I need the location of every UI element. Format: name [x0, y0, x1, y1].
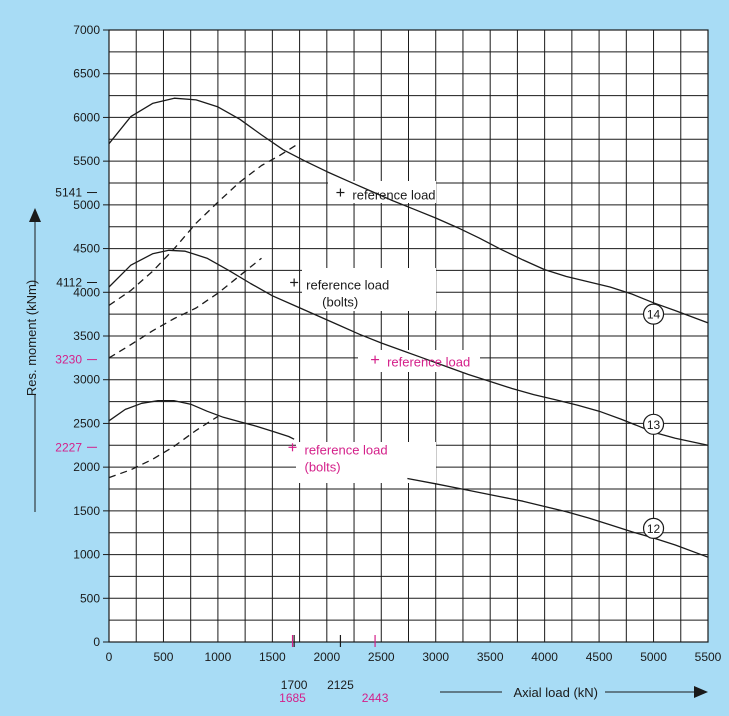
x-tick-label: 4000: [531, 650, 558, 664]
annotation-mask: [328, 181, 436, 203]
reference-point-label: reference load: [306, 277, 389, 292]
y-tick-label: 6500: [73, 67, 100, 81]
y-reference-label: 5141: [55, 186, 82, 200]
x-reference-label: 1685: [279, 691, 306, 705]
x-tick-label: 1000: [205, 650, 232, 664]
curve-labels: 14 13 12: [642, 303, 665, 539]
x-tick-label: 1500: [259, 650, 286, 664]
x-axis-label: Axial load (kN): [513, 685, 598, 700]
y-tick-label: 4000: [73, 285, 100, 299]
x-tick-label: 3000: [422, 650, 449, 664]
x-tick-label: 2500: [368, 650, 395, 664]
y-tick-label: 1000: [73, 548, 100, 562]
x-reference-label: 2125: [327, 678, 354, 692]
x-tick-label: 5000: [640, 650, 667, 664]
reference-point-label: (bolts): [305, 459, 341, 474]
y-tick-label: 2000: [73, 460, 100, 474]
curve-12-solid: [108, 400, 295, 440]
curve-13-solid: [108, 249, 709, 446]
y-tick-label: 5000: [73, 198, 100, 212]
curve-14-solid: [108, 97, 709, 324]
y-axis-arrow-icon: [29, 208, 41, 222]
curve-14-dashed: [108, 143, 299, 306]
x-tick-label: 0: [106, 650, 113, 664]
y-tick-label: 6000: [73, 110, 100, 124]
y-tick-label: 2500: [73, 416, 100, 430]
reference-point-label: (bolts): [322, 294, 358, 309]
curve-12-dashed: [108, 415, 219, 479]
annotation-mask: [296, 442, 436, 483]
curve-label: 14: [647, 308, 661, 322]
x-axis-arrow-icon: [694, 686, 708, 698]
reference-point-label: reference load: [305, 442, 388, 457]
tick-labels: 0500100015002000250030003500400045005000…: [55, 23, 721, 705]
reference-point-label: reference load: [352, 188, 435, 203]
curves: [108, 97, 709, 558]
grid-lines: [108, 29, 709, 643]
curve-label-circle: [642, 517, 665, 539]
y-tick-label: 4500: [73, 242, 100, 256]
x-reference-label: 1700: [281, 678, 308, 692]
x-tick-label: 2000: [313, 650, 340, 664]
y-tick-label: 3500: [73, 329, 100, 343]
curve-label-circle: [642, 303, 665, 325]
y-tick-label: 0: [93, 635, 100, 649]
curve-label-circle: [642, 413, 665, 435]
y-tick-label: 500: [80, 591, 100, 605]
y-reference-label: 4112: [56, 275, 82, 289]
y-tick-label: 7000: [73, 23, 100, 37]
y-tick-label: 1500: [73, 504, 100, 518]
curve-label: 13: [647, 418, 661, 432]
curve-label: 12: [647, 522, 661, 536]
y-axis-label: Res. moment (kNm): [24, 280, 39, 396]
curve-13-dashed: [108, 257, 262, 359]
y-reference-label: 2227: [55, 440, 82, 454]
reference-point-label: reference load: [387, 355, 470, 370]
x-reference-label: 2443: [362, 691, 389, 705]
x-tick-label: 4500: [586, 650, 613, 664]
annotation-mask: [302, 268, 436, 311]
annotation-mask: [358, 350, 480, 372]
x-tick-label: 5500: [695, 650, 722, 664]
label-masks: [296, 181, 480, 483]
y-reference-label: 3230: [55, 353, 82, 367]
x-tick-label: 3500: [477, 650, 504, 664]
y-tick-label: 3000: [73, 373, 100, 387]
x-tick-label: 500: [153, 650, 173, 664]
y-tick-label: 5500: [73, 154, 100, 168]
reference-points: reference load reference load (bolts) refer…: [288, 188, 470, 474]
